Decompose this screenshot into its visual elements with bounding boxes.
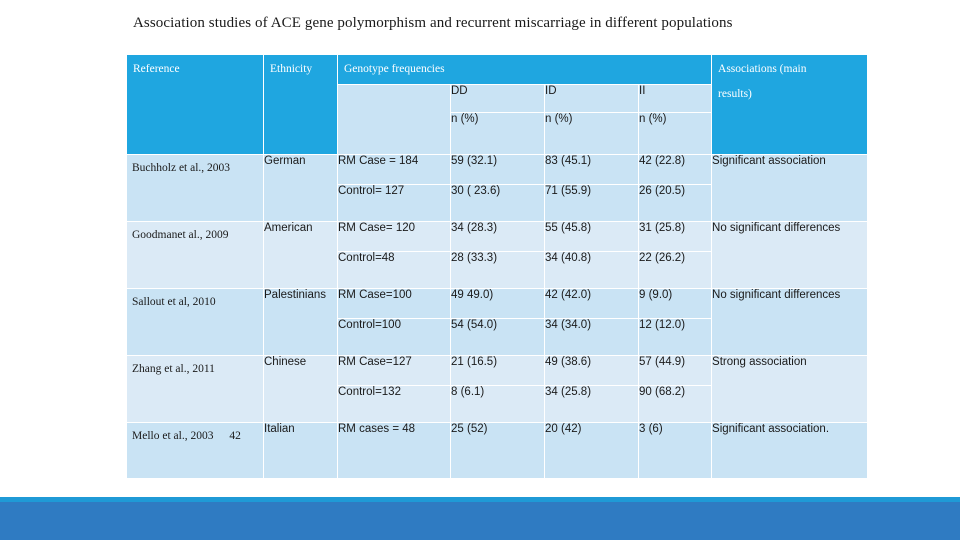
control-label-cell: Control=132 [337, 385, 451, 423]
reference-cell: Goodmanet al., 2009 [126, 221, 264, 289]
control-dd-cell: 8 (6.1) [450, 385, 545, 423]
case-label-cell: RM cases = 48 [337, 422, 451, 479]
case-ii-cell: 3 (6) [637, 422, 713, 479]
ethnicity-cell: Chinese [263, 355, 338, 423]
table-row: Buchholz et al., 2003 German RM Case = 1… [126, 154, 869, 222]
case-id-cell: 20 (42) [544, 422, 639, 479]
slide-title: Association studies of ACE gene polymorp… [133, 15, 733, 31]
header-associations: Associations (main results) [711, 54, 869, 155]
header-id-n: n (%) [544, 112, 639, 155]
table-row: Control=48 28 (33.3) 34 (40.8) 22 (26.2) [127, 251, 868, 289]
case-ii-cell: 57 (44.9) [637, 355, 713, 386]
control-label-cell: Control=100 [337, 318, 451, 356]
case-label-cell: RM Case = 184 [337, 154, 451, 185]
control-id-cell: 34 (34.0) [544, 318, 639, 356]
table-row: Zhang et al., 2011 Chinese RM Case=127 2… [126, 355, 869, 423]
ethnicity-cell: Palestinians [263, 288, 338, 356]
control-id-cell: 71 (55.9) [544, 184, 639, 222]
association-cell: Strong association [711, 355, 869, 423]
association-cell: No significant differences [711, 288, 869, 356]
case-id-cell: 83 (45.1) [544, 154, 639, 185]
case-label-cell: RM Case=100 [337, 288, 451, 319]
control-id-cell: 34 (40.8) [544, 251, 639, 289]
control-ii-cell: 12 (12.0) [637, 318, 713, 356]
footer-bar [0, 497, 960, 540]
header-ethnicity: Ethnicity [263, 54, 338, 155]
header-row-1: Reference Ethnicity Genotype frequencies… [126, 54, 869, 155]
header-ii-n: n (%) [637, 112, 713, 155]
control-dd-cell: 28 (33.3) [450, 251, 545, 289]
case-dd-cell: 49 49.0) [450, 288, 545, 319]
table-row: Mello et al., 2003 42 Italian RM cases =… [126, 422, 869, 479]
case-dd-cell: 21 (16.5) [450, 355, 545, 386]
case-label-cell: RM Case= 120 [337, 221, 451, 252]
header-row-3: n (%) n (%) n (%) [127, 112, 868, 155]
header-dd-n: n (%) [450, 112, 545, 155]
case-ii-cell: 9 (9.0) [637, 288, 713, 319]
ethnicity-cell: Italian [263, 422, 338, 479]
header-blank [337, 84, 451, 155]
case-ii-cell: 31 (25.8) [637, 221, 713, 252]
reference-cell: Zhang et al., 2011 [126, 355, 264, 423]
ethnicity-cell: American [263, 221, 338, 289]
control-ii-cell: 26 (20.5) [637, 184, 713, 222]
association-table: Reference Ethnicity Genotype frequencies… [126, 54, 869, 479]
header-genotype-frequencies: Genotype frequencies [336, 54, 713, 85]
case-id-cell: 55 (45.8) [544, 221, 639, 252]
footer-accent-line [0, 497, 960, 502]
case-ii-cell: 42 (22.8) [637, 154, 713, 185]
header-associations-line1: Associations (main [718, 63, 807, 75]
case-dd-cell: 25 (52) [450, 422, 545, 479]
reference-cell: Sallout et al, 2010 [126, 288, 264, 356]
case-id-cell: 49 (38.6) [544, 355, 639, 386]
control-label-cell: Control= 127 [337, 184, 451, 222]
control-dd-cell: 54 (54.0) [450, 318, 545, 356]
reference-cell: Buchholz et al., 2003 [126, 154, 264, 222]
control-ii-cell: 22 (26.2) [637, 251, 713, 289]
control-id-cell: 34 (25.8) [544, 385, 639, 423]
reference-text: Mello et al., 2003 [132, 430, 214, 442]
reference-page: 42 [229, 430, 241, 442]
case-id-cell: 42 (42.0) [544, 288, 639, 319]
case-dd-cell: 34 (28.3) [450, 221, 545, 252]
header-reference: Reference [126, 54, 264, 155]
header-id: ID [544, 84, 639, 113]
case-dd-cell: 59 (32.1) [450, 154, 545, 185]
header-ii: II [637, 84, 713, 113]
header-associations-line2: results) [718, 88, 752, 100]
ethnicity-cell: German [263, 154, 338, 222]
table-row: Control= 127 30 ( 23.6) 71 (55.9) 26 (20… [127, 184, 868, 222]
association-cell: Significant association. [711, 422, 869, 479]
case-label-cell: RM Case=127 [337, 355, 451, 386]
table-row: Goodmanet al., 2009 American RM Case= 12… [126, 221, 869, 289]
association-cell: Significant association [711, 154, 869, 222]
header-dd: DD [450, 84, 545, 113]
association-cell: No significant differences [711, 221, 869, 289]
control-ii-cell: 90 (68.2) [637, 385, 713, 423]
control-dd-cell: 30 ( 23.6) [450, 184, 545, 222]
control-label-cell: Control=48 [337, 251, 451, 289]
table-row: Sallout et al, 2010 Palestinians RM Case… [126, 288, 869, 356]
reference-cell: Mello et al., 2003 42 [126, 422, 264, 479]
